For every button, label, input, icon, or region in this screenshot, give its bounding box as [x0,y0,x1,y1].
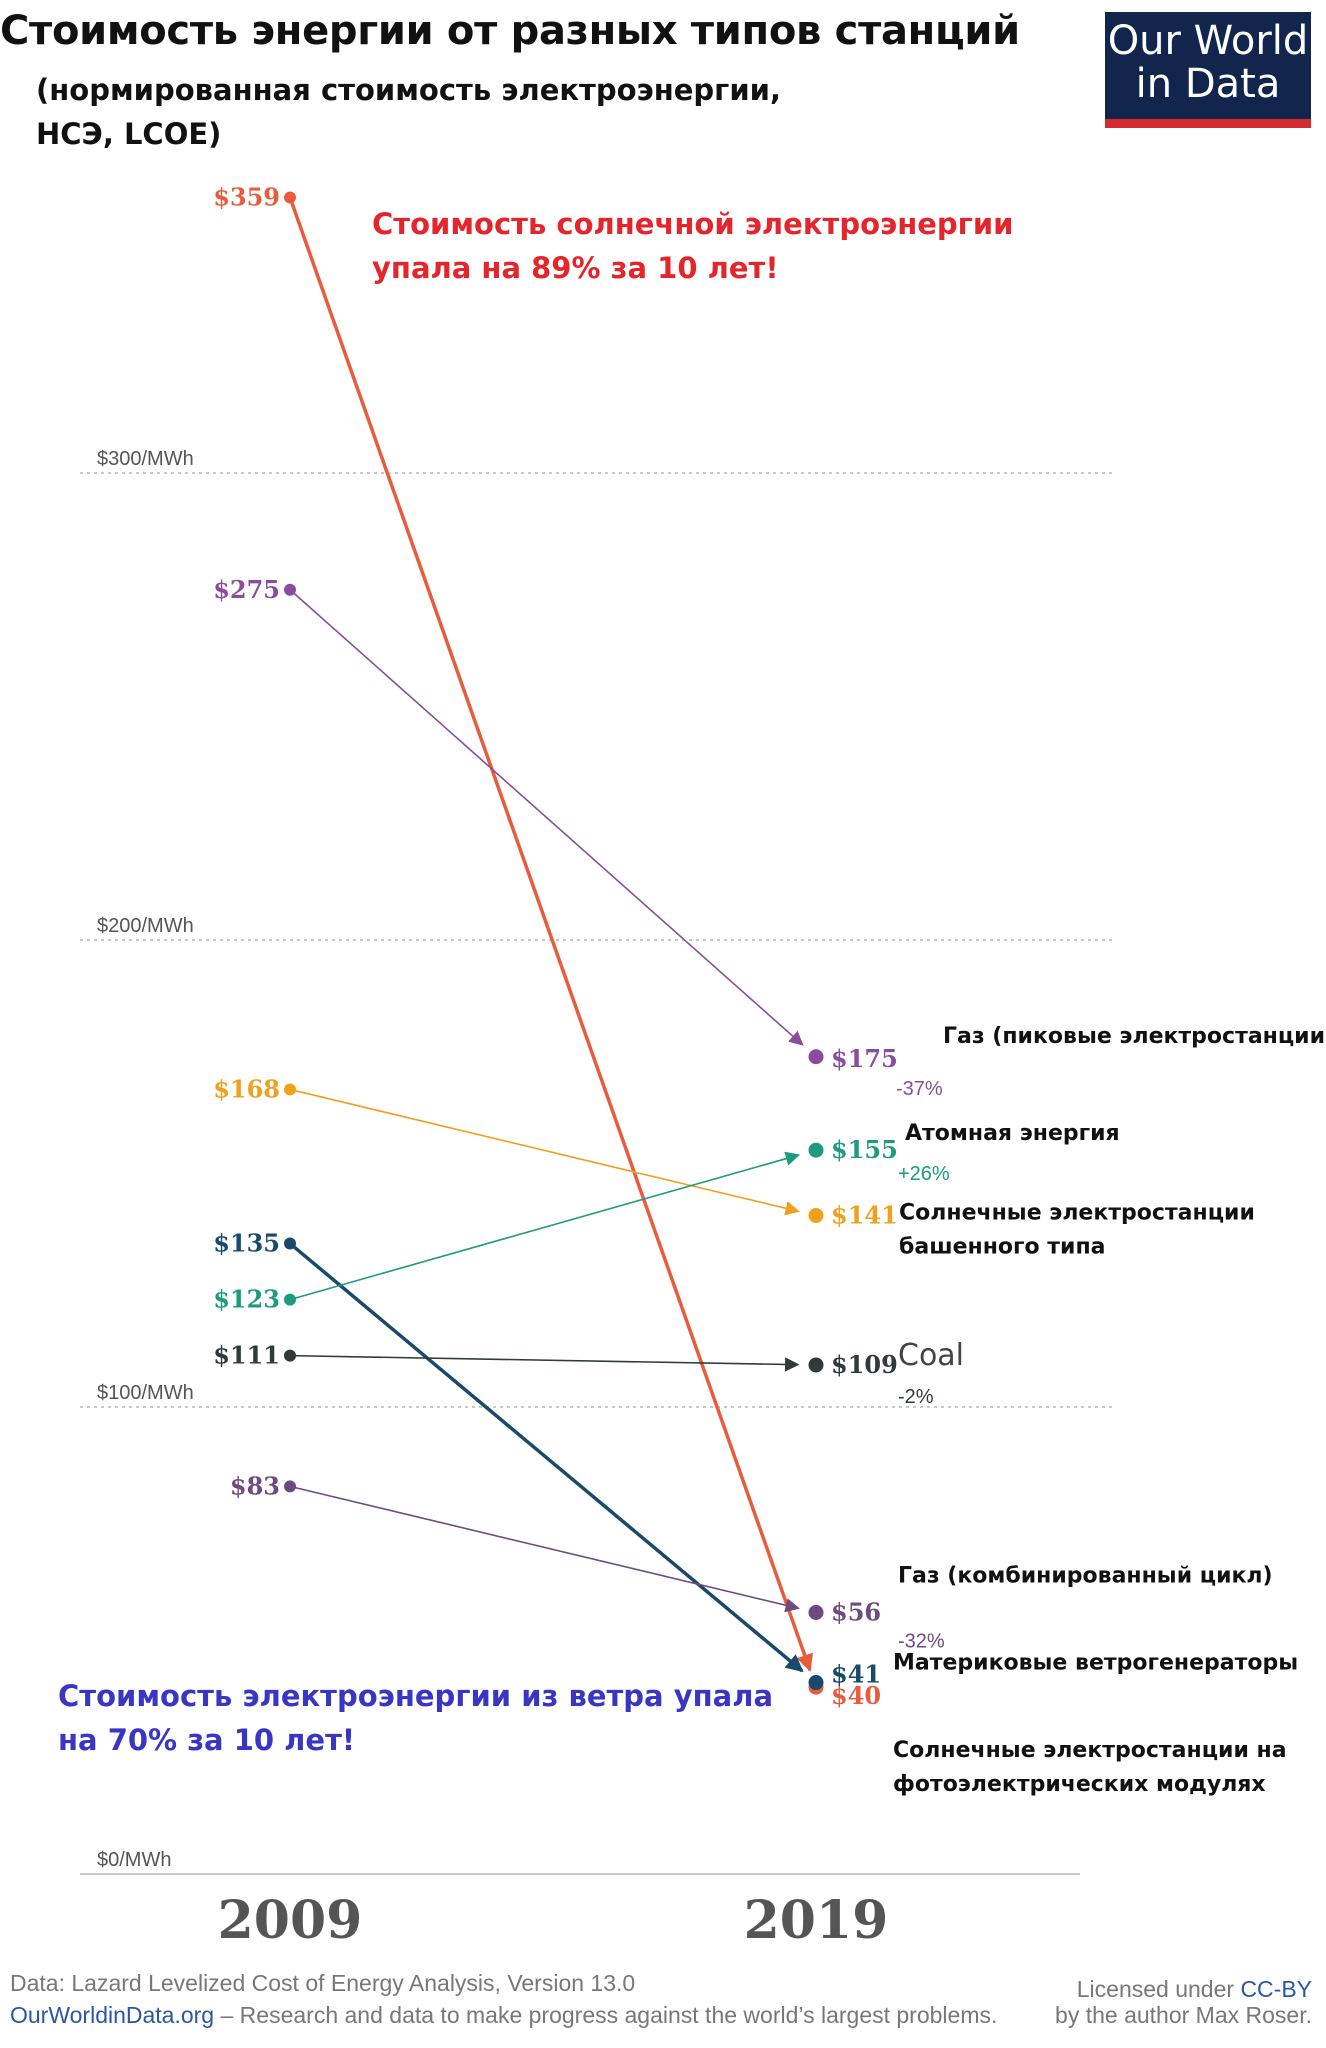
solar-annotation-line-2: упала на 89% за 10 лет! [372,251,779,285]
series-lines [284,191,824,1695]
data-source: Data: Lazard Levelized Cost of Energy An… [10,1970,636,1996]
y-tick-label: $0/MWh [97,1849,171,1871]
wind-annotation: Стоимость электроэнергии из ветра упала … [58,1674,773,1762]
y-tick-label: $300/MWh [97,448,194,470]
x-axis: 2009 2019 [218,1890,889,1951]
solar-annotation-line-1: Стоимость солнечной электроэнергии [372,207,1014,241]
series-line [289,1354,800,1372]
footer-tagline: – Research and data to make progress aga… [214,2002,998,2028]
wind-annotation-line-2: на 70% за 10 лет! [58,1723,356,1757]
gridlines: $0/MWh $100/MWh $200/MWh $300/MWh [80,448,1115,1875]
change-label: +26% [898,1163,950,1185]
series-line [289,1088,800,1216]
wind-annotation-line-1: Стоимость электроэнергии из ветра упала [58,1679,774,1713]
series-line [289,1485,800,1613]
start-value-label: $83 [230,1471,280,1500]
logo-line-2: in Data [1135,61,1281,107]
x-tick-label: 2009 [218,1890,363,1951]
end-point [808,1675,824,1691]
end-value-label: $56 [831,1597,881,1626]
logo-line-1: Our World [1107,18,1309,64]
series-name-label: Coal [898,1338,964,1373]
start-point [284,583,296,596]
logo-accent-bar [1105,119,1311,128]
end-value-label: $155 [831,1135,898,1164]
series-labels: $359 $40 Солнечные электростанции на фотоэл… [213,182,1326,1797]
start-value-label: $359 [213,182,280,211]
end-point [808,1049,824,1065]
end-point [808,1357,824,1373]
start-point [284,1237,296,1250]
end-value-label: $175 [831,1044,898,1073]
series-name-label: Атомная энергия [905,1121,1120,1146]
start-value-label: $111 [213,1341,280,1370]
chart-title: Стоимость энергии от разных типов станци… [0,8,1020,54]
x-tick-label: 2019 [744,1890,889,1951]
start-value-label: $135 [213,1229,280,1258]
owid-logo[interactable]: Our World in Data [1105,12,1311,128]
series-line [289,1151,801,1301]
license: Licensed under CC-BY by the author Max R… [1055,1976,1312,2028]
subtitle-line-1: (нормированная стоимость электроэнергии, [36,73,781,107]
end-point [808,1604,824,1620]
series-name-label: Материковые ветрогенераторы [893,1651,1298,1676]
series-name-label: фотоэлектрических модулях [893,1772,1266,1797]
end-value-label: $41 [831,1660,881,1689]
series-name-label: Газ (пиковые электростанции) [943,1024,1326,1049]
start-point [284,1293,296,1306]
series-name-label: Солнечные электростанции [899,1201,1255,1226]
subtitle-line-2: НСЭ, LCOE) [36,117,222,151]
series-name-label: Газ (комбинированный цикл) [898,1563,1273,1588]
chart-subtitle: (нормированная стоимость электроэнергии,… [36,68,781,156]
footer-line: OurWorldinData.org – Research and data t… [10,2002,997,2029]
change-label: -37% [896,1078,943,1100]
end-point [808,1208,824,1224]
series-line [288,1242,804,1673]
end-point [808,1142,824,1158]
license-link[interactable]: CC-BY [1240,1976,1312,2002]
y-tick-label: $100/MWh [97,1382,194,1404]
start-point [284,1480,296,1493]
series-name-label: башенного типа [899,1235,1106,1260]
series-line [288,196,814,1672]
license-line-1: Licensed under CC-BY [1055,1976,1312,2002]
end-value-label: $40 [831,1681,881,1710]
license-prefix: Licensed under [1076,1976,1241,2002]
solar-annotation: Стоимость солнечной электроэнергии упала… [372,202,1013,290]
series-name-label: Солнечные электростанции на [893,1738,1287,1763]
series-line [289,589,804,1046]
y-tick-label: $200/MWh [97,915,194,937]
change-label: -2% [898,1386,934,1408]
start-value-label: $275 [213,575,280,604]
license-line-2: by the author Max Roser. [1055,2002,1312,2028]
start-point [284,1349,296,1362]
end-value-label: $109 [831,1350,898,1379]
start-value-label: $168 [213,1074,280,1103]
site-link[interactable]: OurWorldinData.org [10,2002,215,2028]
change-label: -32% [898,1630,945,1652]
start-value-label: $123 [213,1285,280,1314]
start-point [284,1083,296,1096]
start-point [284,191,296,204]
end-value-label: $141 [831,1201,898,1230]
